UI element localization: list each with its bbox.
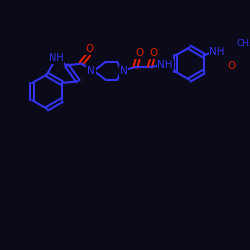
Text: N: N	[120, 66, 128, 76]
Text: N: N	[87, 66, 95, 76]
Text: O: O	[149, 48, 158, 58]
Text: CH₃: CH₃	[237, 39, 250, 48]
Text: O: O	[85, 44, 94, 54]
Text: O: O	[135, 48, 143, 58]
Text: NH: NH	[48, 53, 63, 63]
Text: NH: NH	[210, 47, 225, 57]
Text: O: O	[228, 61, 236, 71]
Text: NH: NH	[158, 60, 173, 70]
